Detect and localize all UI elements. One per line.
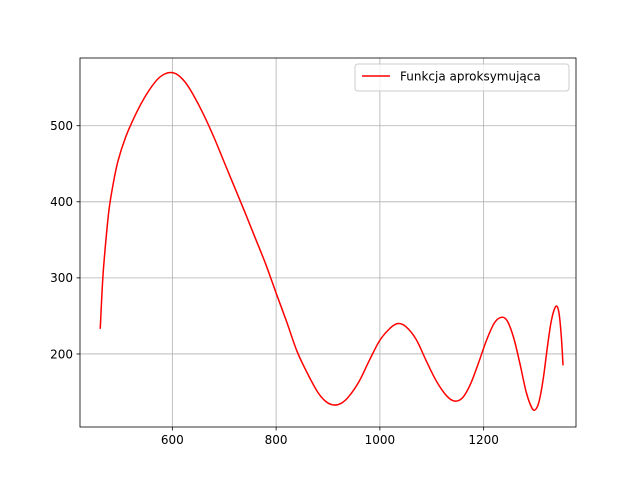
y-tick-label-0: 200 xyxy=(50,347,73,361)
x-tick-label-3: 1200 xyxy=(468,433,499,447)
y-tick-label-1: 300 xyxy=(50,271,73,285)
y-axis-ticks: 200 300 400 500 xyxy=(50,119,80,361)
series-line-0 xyxy=(99,71,564,412)
legend-label: Funkcja aproksymująca xyxy=(400,70,541,84)
y-tick-label-3: 500 xyxy=(50,119,73,133)
x-tick-label-0: 600 xyxy=(161,433,184,447)
grid xyxy=(80,58,576,427)
plot-frame xyxy=(79,57,577,428)
legend-box xyxy=(354,63,570,92)
x-axis-ticks: 600 800 1000 1200 xyxy=(161,427,499,447)
x-tick-label-2: 1000 xyxy=(365,433,396,447)
series-group xyxy=(99,71,564,412)
y-tick-label-2: 400 xyxy=(50,195,73,209)
legend: Funkcja aproksymująca xyxy=(354,63,570,92)
x-tick-label-1: 800 xyxy=(265,433,288,447)
